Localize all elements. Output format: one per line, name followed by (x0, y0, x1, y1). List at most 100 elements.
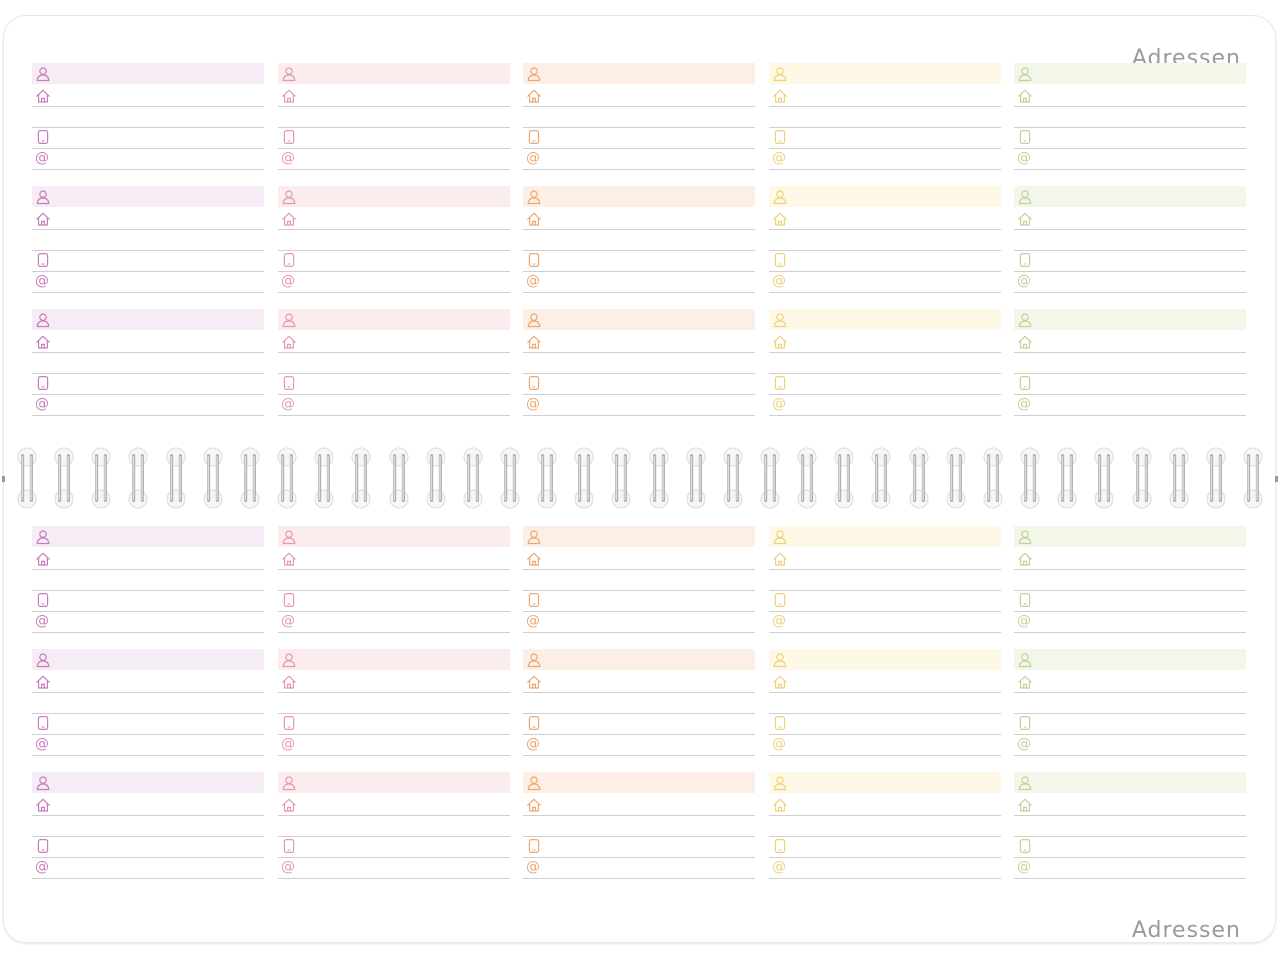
phone-field[interactable] (32, 611, 264, 612)
address-line-2-field[interactable] (1014, 836, 1246, 837)
name-field[interactable] (278, 526, 510, 547)
address-line-2-field[interactable] (1014, 713, 1246, 714)
address-line-2-field[interactable] (278, 836, 510, 837)
phone-field[interactable] (523, 611, 755, 612)
email-field[interactable] (523, 169, 755, 170)
email-field[interactable] (32, 292, 264, 293)
name-field[interactable] (32, 186, 264, 207)
email-field[interactable] (32, 878, 264, 879)
phone-field[interactable] (523, 148, 755, 149)
email-field[interactable] (523, 632, 755, 633)
phone-field[interactable] (1014, 857, 1246, 858)
email-field[interactable] (278, 169, 510, 170)
email-field[interactable] (278, 632, 510, 633)
email-field[interactable] (523, 878, 755, 879)
phone-field[interactable] (278, 734, 510, 735)
address-line-field[interactable] (32, 106, 264, 107)
name-field[interactable] (278, 649, 510, 670)
email-field[interactable] (278, 878, 510, 879)
address-line-field[interactable] (32, 352, 264, 353)
address-line-field[interactable] (278, 229, 510, 230)
phone-field[interactable] (769, 857, 1001, 858)
address-line-2-field[interactable] (278, 127, 510, 128)
phone-field[interactable] (769, 394, 1001, 395)
name-field[interactable] (1014, 526, 1246, 547)
name-field[interactable] (523, 309, 755, 330)
email-field[interactable] (1014, 755, 1246, 756)
address-line-2-field[interactable] (769, 127, 1001, 128)
name-field[interactable] (278, 309, 510, 330)
address-line-2-field[interactable] (32, 590, 264, 591)
address-line-2-field[interactable] (32, 713, 264, 714)
email-field[interactable] (278, 415, 510, 416)
address-line-2-field[interactable] (769, 250, 1001, 251)
name-field[interactable] (32, 649, 264, 670)
address-line-field[interactable] (32, 815, 264, 816)
name-field[interactable] (523, 63, 755, 84)
address-line-2-field[interactable] (278, 373, 510, 374)
phone-field[interactable] (523, 271, 755, 272)
phone-field[interactable] (1014, 611, 1246, 612)
phone-field[interactable] (32, 857, 264, 858)
phone-field[interactable] (523, 734, 755, 735)
phone-field[interactable] (278, 611, 510, 612)
address-line-2-field[interactable] (523, 836, 755, 837)
name-field[interactable] (769, 309, 1001, 330)
address-line-field[interactable] (1014, 569, 1246, 570)
address-line-field[interactable] (1014, 106, 1246, 107)
name-field[interactable] (32, 63, 264, 84)
address-line-field[interactable] (769, 229, 1001, 230)
name-field[interactable] (523, 186, 755, 207)
address-line-2-field[interactable] (1014, 373, 1246, 374)
name-field[interactable] (32, 772, 264, 793)
phone-field[interactable] (1014, 734, 1246, 735)
address-line-field[interactable] (769, 106, 1001, 107)
email-field[interactable] (278, 755, 510, 756)
email-field[interactable] (32, 415, 264, 416)
email-field[interactable] (769, 415, 1001, 416)
address-line-field[interactable] (523, 229, 755, 230)
address-line-field[interactable] (523, 106, 755, 107)
name-field[interactable] (769, 526, 1001, 547)
address-line-2-field[interactable] (1014, 590, 1246, 591)
name-field[interactable] (523, 526, 755, 547)
address-line-field[interactable] (769, 352, 1001, 353)
phone-field[interactable] (32, 394, 264, 395)
name-field[interactable] (1014, 63, 1246, 84)
name-field[interactable] (32, 309, 264, 330)
address-line-2-field[interactable] (32, 127, 264, 128)
email-field[interactable] (1014, 632, 1246, 633)
address-line-field[interactable] (1014, 815, 1246, 816)
address-line-2-field[interactable] (32, 250, 264, 251)
phone-field[interactable] (1014, 148, 1246, 149)
address-line-2-field[interactable] (523, 373, 755, 374)
address-line-field[interactable] (769, 692, 1001, 693)
address-line-field[interactable] (523, 692, 755, 693)
name-field[interactable] (769, 649, 1001, 670)
email-field[interactable] (1014, 292, 1246, 293)
address-line-2-field[interactable] (769, 836, 1001, 837)
address-line-field[interactable] (1014, 352, 1246, 353)
phone-field[interactable] (769, 148, 1001, 149)
phone-field[interactable] (523, 394, 755, 395)
address-line-field[interactable] (32, 569, 264, 570)
name-field[interactable] (523, 772, 755, 793)
name-field[interactable] (769, 63, 1001, 84)
phone-field[interactable] (278, 271, 510, 272)
address-line-2-field[interactable] (769, 373, 1001, 374)
address-line-2-field[interactable] (769, 713, 1001, 714)
address-line-field[interactable] (278, 352, 510, 353)
email-field[interactable] (1014, 415, 1246, 416)
address-line-field[interactable] (769, 569, 1001, 570)
address-line-field[interactable] (278, 106, 510, 107)
address-line-field[interactable] (278, 569, 510, 570)
address-line-field[interactable] (278, 815, 510, 816)
name-field[interactable] (278, 772, 510, 793)
address-line-2-field[interactable] (1014, 250, 1246, 251)
email-field[interactable] (769, 632, 1001, 633)
address-line-field[interactable] (523, 352, 755, 353)
phone-field[interactable] (278, 148, 510, 149)
phone-field[interactable] (278, 857, 510, 858)
phone-field[interactable] (278, 394, 510, 395)
name-field[interactable] (523, 649, 755, 670)
